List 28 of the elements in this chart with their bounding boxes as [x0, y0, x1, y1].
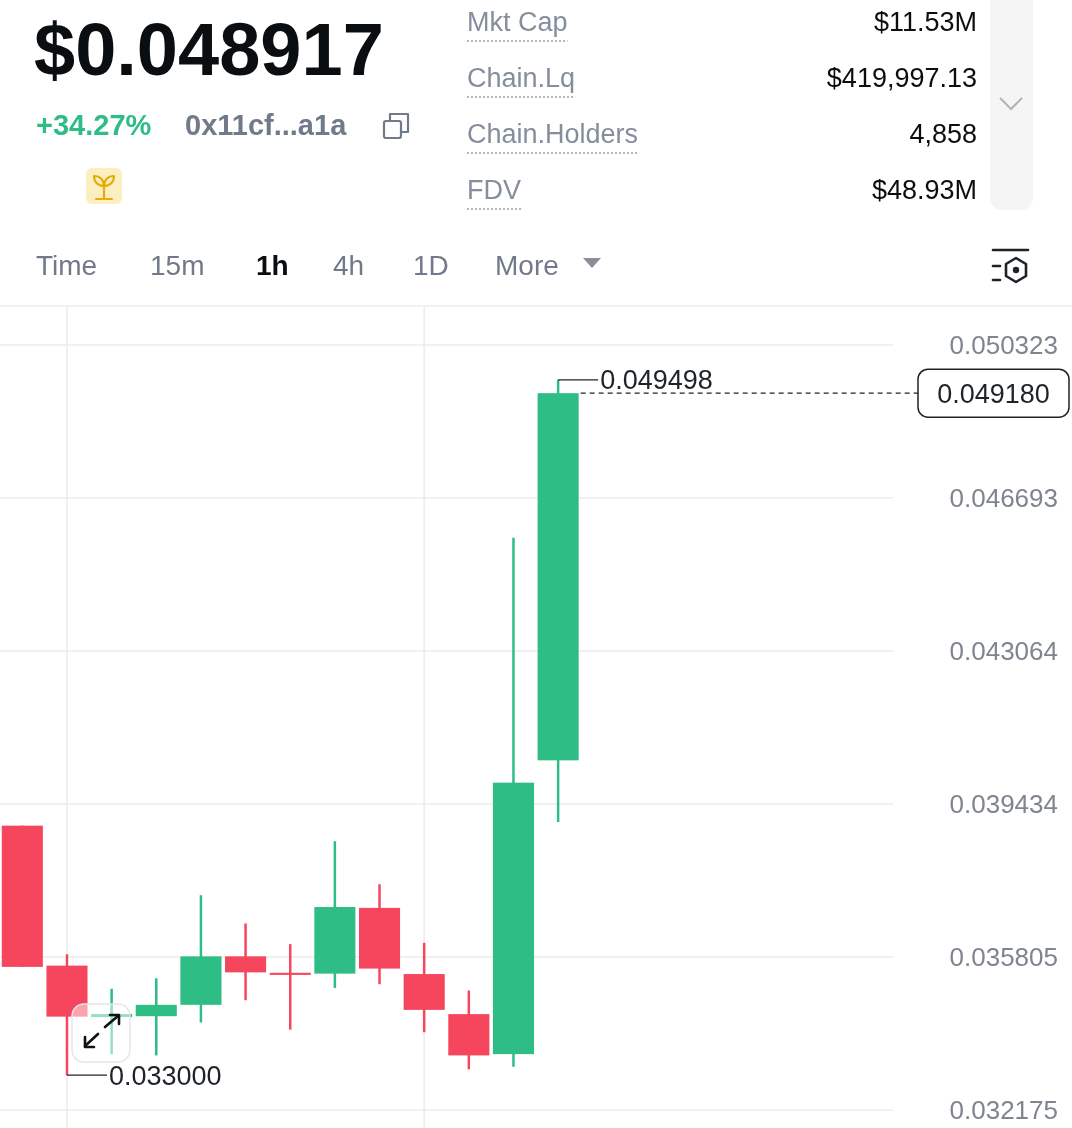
text: 1D — [413, 250, 449, 281]
text: $419,997.13 — [826, 63, 977, 93]
text: 4h — [333, 250, 365, 281]
candlestick — [135, 977, 177, 1057]
text: $48.93M — [871, 175, 977, 205]
text: Chain.Holders — [467, 119, 639, 149]
y-tick-label: 0.046693 — [949, 483, 1058, 514]
annotation: 0.033000 — [108, 1060, 222, 1091]
y-tick-label: 0.032175 — [949, 1095, 1058, 1126]
text: Chain.Lq — [467, 63, 576, 93]
text: 1h — [256, 250, 289, 281]
y-tick-label: 0.035805 — [949, 942, 1058, 973]
text: +34.27% — [36, 109, 152, 141]
ref-line-label: 0.049180 — [937, 378, 1050, 409]
y-tick-label: 0.043064 — [949, 636, 1058, 667]
chart-title: $0.048917 — [34, 8, 384, 91]
text: 0x11cf...a1a — [185, 109, 348, 141]
text: More — [495, 250, 559, 281]
y-tick-label: 0.039434 — [949, 789, 1058, 820]
annotation: 0.049498 — [600, 365, 713, 396]
candlestick — [269, 942, 311, 1031]
text: 4,858 — [909, 119, 977, 149]
text: Mkt Cap — [467, 7, 568, 37]
text: 15m — [150, 250, 205, 281]
text: FDV — [467, 175, 521, 205]
text: $11.53M — [873, 7, 977, 37]
y-tick-label: 0.050323 — [949, 330, 1058, 361]
text: Time — [36, 250, 98, 281]
